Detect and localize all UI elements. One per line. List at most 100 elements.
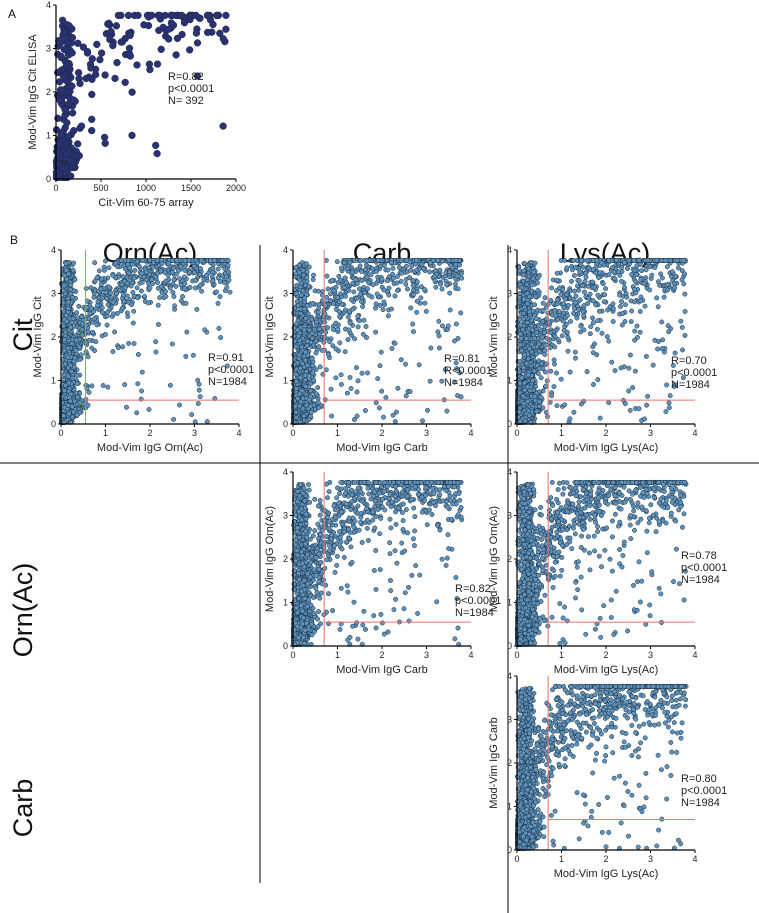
- data-point: [167, 19, 176, 27]
- data-point: [113, 260, 118, 266]
- data-point: [57, 52, 65, 61]
- data-point: [126, 31, 134, 40]
- data-point: [107, 27, 115, 36]
- data-point: [105, 309, 111, 315]
- data-point: [410, 283, 416, 288]
- data-point: [305, 338, 311, 344]
- data-point: [385, 278, 390, 284]
- data-point: [378, 349, 384, 355]
- data-point: [313, 391, 319, 397]
- data-point: [202, 327, 208, 333]
- data-point: [295, 303, 301, 309]
- y-tick-label: 3: [283, 289, 288, 299]
- data-point: [146, 407, 152, 412]
- data-point: [204, 419, 210, 425]
- data-point: [121, 78, 129, 87]
- data-point: [328, 386, 334, 392]
- data-point: [216, 29, 224, 37]
- data-point: [294, 291, 299, 296]
- data-point: [344, 390, 350, 396]
- data-point: [345, 266, 351, 272]
- data-point: [654, 295, 660, 301]
- panel-label-a: A: [8, 7, 16, 21]
- data-point: [458, 310, 464, 316]
- data-point: [68, 324, 74, 330]
- data-point: [68, 34, 77, 42]
- data-point: [163, 289, 168, 295]
- stat-line: N=1984: [208, 376, 247, 388]
- data-point: [88, 126, 96, 135]
- data-point: [362, 267, 368, 272]
- data-point: [294, 371, 299, 377]
- data-point: [342, 275, 348, 281]
- data-point: [61, 106, 70, 114]
- data-point: [309, 335, 315, 341]
- data-point: [360, 331, 366, 337]
- y-tick-label: 2: [46, 87, 51, 97]
- data-point: [410, 292, 416, 298]
- data-point: [454, 273, 460, 279]
- y-tick-label: 0: [46, 174, 51, 184]
- data-point: [418, 295, 424, 301]
- data-point: [364, 257, 370, 263]
- data-point: [64, 276, 70, 282]
- data-point: [99, 276, 105, 282]
- data-point: [337, 340, 343, 346]
- data-point: [381, 299, 387, 305]
- data-point: [323, 257, 329, 263]
- data-point: [324, 273, 330, 279]
- stat-line: R=0.91: [208, 352, 244, 364]
- data-point: [224, 285, 230, 290]
- data-point: [562, 257, 568, 263]
- data-point: [439, 323, 445, 329]
- data-point: [428, 345, 434, 351]
- data-point: [72, 355, 78, 361]
- data-point: [214, 289, 219, 295]
- data-point: [453, 321, 459, 327]
- data-point: [404, 263, 409, 269]
- data-point: [163, 278, 169, 284]
- data-point: [356, 318, 362, 324]
- data-point: [659, 319, 665, 325]
- data-point: [154, 270, 160, 276]
- data-point: [375, 257, 381, 263]
- data-point: [354, 413, 360, 419]
- data-point: [114, 11, 123, 20]
- data-point: [361, 317, 367, 323]
- data-point: [366, 292, 372, 298]
- data-point: [297, 337, 303, 343]
- y-tick-label: 2: [283, 332, 288, 342]
- data-point: [58, 86, 66, 94]
- data-point: [193, 39, 202, 47]
- data-point: [213, 11, 221, 20]
- data-point: [135, 295, 141, 301]
- data-point: [152, 141, 160, 150]
- data-point: [357, 263, 363, 269]
- y-tick-label: 3: [51, 289, 56, 299]
- data-point: [316, 405, 322, 411]
- data-point: [392, 293, 398, 299]
- data-point: [342, 307, 348, 313]
- data-point: [312, 327, 317, 333]
- data-point: [199, 288, 205, 294]
- data-point: [642, 303, 648, 309]
- data-point: [61, 124, 69, 132]
- data-point: [77, 122, 86, 130]
- data-point: [128, 131, 136, 140]
- data-point: [163, 293, 169, 299]
- data-point: [68, 362, 74, 368]
- data-point: [183, 300, 189, 306]
- data-point: [413, 261, 419, 267]
- data-point: [171, 294, 177, 299]
- data-point: [88, 285, 94, 291]
- data-point: [373, 301, 379, 307]
- data-point: [94, 322, 100, 328]
- data-point: [180, 19, 189, 27]
- data-point: [112, 329, 118, 335]
- data-point: [190, 352, 196, 358]
- data-point: [348, 386, 354, 391]
- data-point: [70, 315, 76, 321]
- data-point: [433, 284, 439, 290]
- data-point: [153, 149, 161, 158]
- data-point: [73, 348, 79, 354]
